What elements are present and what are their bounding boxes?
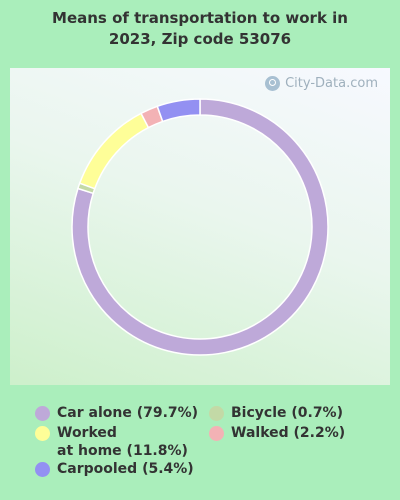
legend-label-carpooled-line-1: Carpooled (5.4%) — [57, 461, 194, 477]
donut-slice-0 — [71, 98, 329, 356]
legend-label-walked: Walked (2.2%) — [231, 424, 345, 442]
legend-label-worked-at-home: Worked at home (11.8%) — [57, 424, 188, 460]
chart-title-line-2: 2023, Zip code 53076 — [108, 30, 292, 48]
legend-swatch-walked — [209, 426, 224, 441]
watermark: City-Data.com — [265, 76, 378, 91]
donut-slice-4 — [156, 98, 201, 123]
legend-label-car-alone-line-1: Car alone (79.7%) — [57, 405, 199, 421]
legend-label-bicycle: Bicycle (0.7%) — [231, 404, 343, 422]
chart-title-line-1: Means of transportation to work in — [52, 9, 348, 27]
legend-item-worked-at-home: Worked at home (11.8%) — [35, 424, 188, 460]
donut-slice-2 — [78, 112, 150, 190]
legend-item-car-alone: Car alone (79.7%) — [35, 404, 198, 422]
legend-item-walked: Walked (2.2%) — [209, 424, 345, 442]
legend-swatch-bicycle — [209, 406, 224, 421]
legend-swatch-carpooled — [35, 462, 50, 477]
legend-swatch-worked-at-home — [35, 426, 50, 441]
legend-label-bicycle-line-1: Bicycle (0.7%) — [231, 405, 343, 421]
legend-label-car-alone: Car alone (79.7%) — [57, 404, 198, 422]
legend-swatch-car-alone — [35, 406, 50, 421]
legend-item-bicycle: Bicycle (0.7%) — [209, 404, 343, 422]
legend-label-walked-line-1: Walked (2.2%) — [231, 425, 346, 441]
legend: Car alone (79.7%) Worked at home (11.8%)… — [0, 400, 400, 500]
legend-label-worked-at-home-line-2: at home (11.8%) — [57, 443, 188, 459]
chart-title: Means of transportation to work in 2023,… — [0, 8, 400, 50]
legend-item-carpooled: Carpooled (5.4%) — [35, 460, 194, 478]
legend-label-worked-at-home-line-1: Worked — [57, 425, 117, 441]
search-icon — [265, 76, 281, 91]
watermark-text: City-Data.com — [285, 76, 378, 91]
legend-label-carpooled: Carpooled (5.4%) — [57, 460, 194, 478]
